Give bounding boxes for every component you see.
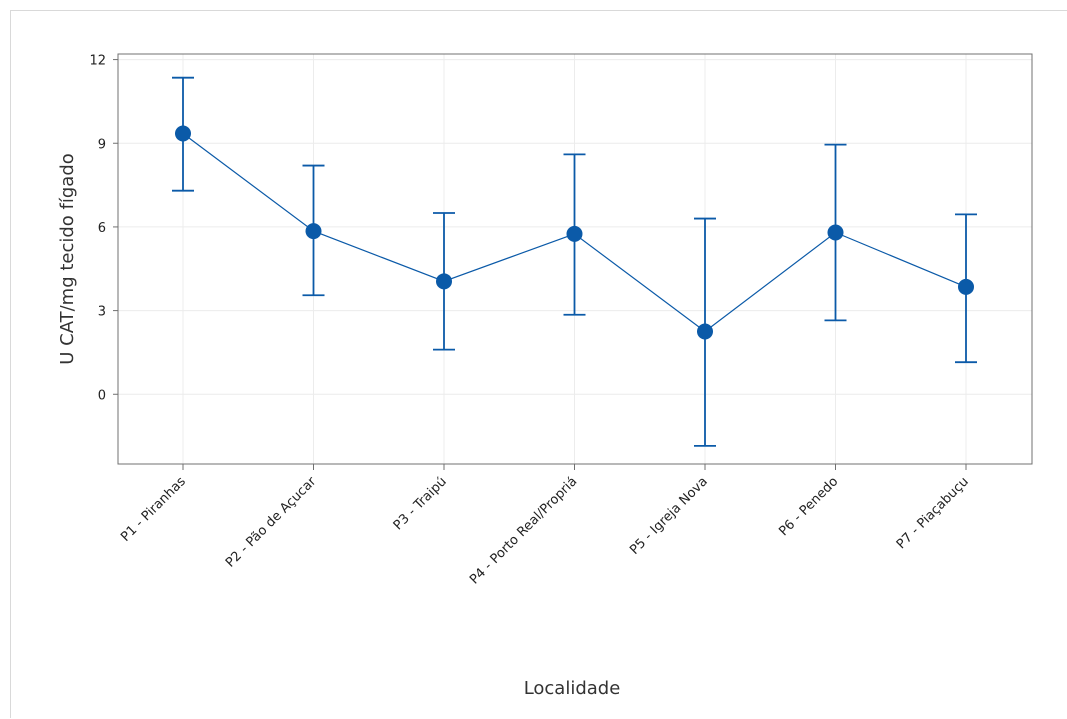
x-tick-label: P7 - Piaçabuçu [894, 474, 972, 552]
x-tick-label: P4 - Porto Real/Propriá [467, 474, 580, 587]
data-point [697, 323, 713, 340]
y-tick-label: 12 [89, 54, 106, 69]
y-tick-label: 3 [98, 305, 106, 320]
x-axis-ticks: P1 - Piranhas P2 - Pão de Açucar P3 - Trai… [118, 464, 972, 587]
data-point [958, 278, 974, 295]
data-point [305, 223, 322, 240]
y-tick-label: 9 [98, 137, 106, 152]
data-points [175, 125, 974, 340]
y-axis-title: U CAT/mg tecido fígado [57, 153, 78, 365]
data-point [827, 224, 844, 241]
x-tick-label: P5 - Igreja Nova [627, 474, 711, 558]
data-point [566, 225, 583, 242]
data-point [175, 125, 191, 142]
y-tick-label: 6 [98, 221, 106, 236]
y-axis-ticks: 0 3 6 9 12 [89, 54, 118, 403]
y-tick-label: 0 [98, 388, 106, 403]
plot-area [117, 53, 1033, 465]
x-tick-label: P3 - Traipú [391, 474, 450, 533]
interval-plot: 0 3 6 9 12 P1 - Piranhas P2 - Pão de Açucar P3… [57, 53, 1033, 699]
x-tick-label: P6 - Penedo [776, 474, 841, 539]
x-tick-label: P1 - Piranhas [118, 474, 189, 545]
data-point [436, 273, 452, 290]
x-axis-title: Localidade [524, 678, 621, 699]
x-tick-label: P2 - Pão de Açucar [223, 474, 320, 571]
chart-frame: 0 3 6 9 12 P1 - Piranhas P2 - Pão de Açucar P3… [10, 10, 1067, 718]
